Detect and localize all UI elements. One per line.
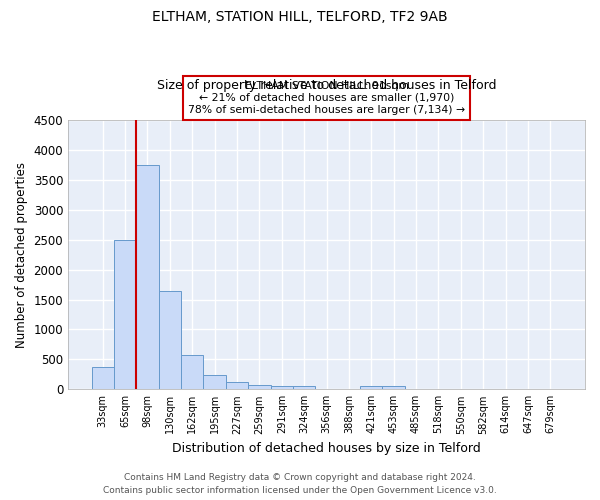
Title: Size of property relative to detached houses in Telford: Size of property relative to detached ho… [157,80,496,92]
Bar [114,240,136,390]
Text: ELTHAM, STATION HILL, TELFORD, TF2 9AB: ELTHAM, STATION HILL, TELFORD, TF2 9AB [152,10,448,24]
Bar [181,354,203,390]
Bar [92,366,114,390]
Text: ELTHAM STATION HILL: 91sqm
← 21% of detached houses are smaller (1,970)
78% of s: ELTHAM STATION HILL: 91sqm ← 21% of deta… [188,82,465,114]
Bar [248,386,271,390]
Bar [158,290,181,390]
Bar [226,382,248,390]
Bar [271,386,293,390]
Y-axis label: Number of detached properties: Number of detached properties [15,162,28,348]
X-axis label: Distribution of detached houses by size in Telford: Distribution of detached houses by size … [172,442,481,455]
Bar [136,165,158,390]
Bar [203,375,226,390]
Bar [382,386,405,390]
Bar [360,386,382,390]
Bar [293,386,316,390]
Text: Contains HM Land Registry data © Crown copyright and database right 2024.
Contai: Contains HM Land Registry data © Crown c… [103,474,497,495]
